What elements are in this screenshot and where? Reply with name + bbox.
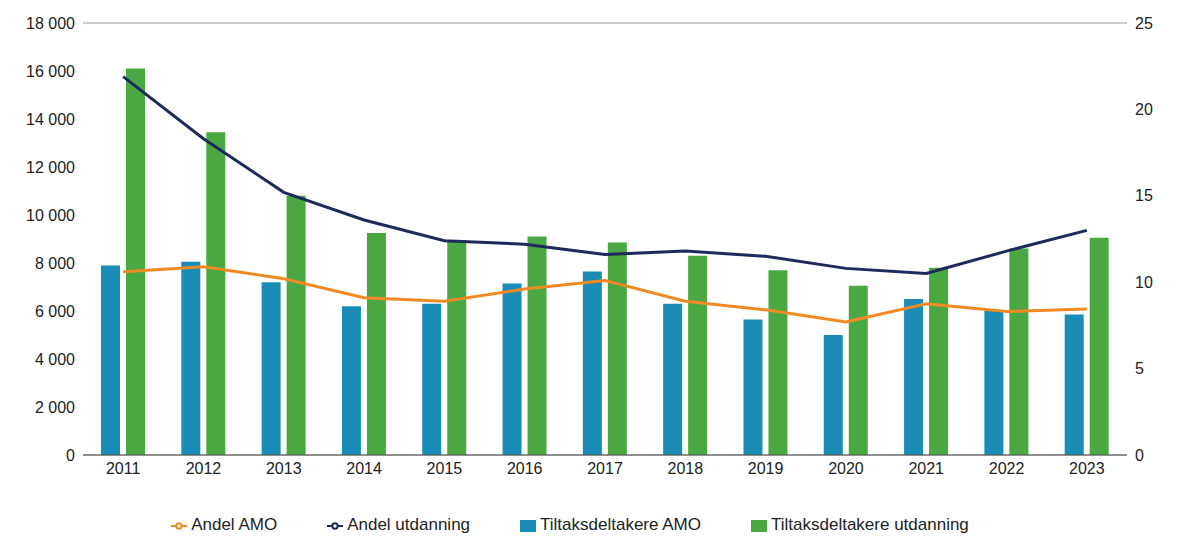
svg-text:2013: 2013 [266,460,302,477]
svg-text:20: 20 [1135,101,1153,118]
svg-text:2023: 2023 [1069,460,1105,477]
html-text:Tiltaksdeltakere AMO: Tiltaksdeltakere AMO [540,515,701,534]
svg-text:2014: 2014 [346,460,382,477]
svg-text:2011: 2011 [106,460,141,477]
svg-text:2012: 2012 [186,460,222,477]
html-text:Andel AMO: Andel AMO [191,515,278,534]
svg-text:2019: 2019 [748,460,784,477]
svg-text:0: 0 [66,447,75,464]
svg-text:2016: 2016 [507,460,543,477]
svg-text:4 000: 4 000 [35,351,75,368]
svg-text:10: 10 [1135,274,1153,291]
svg-text:10 000: 10 000 [26,207,75,224]
svg-text:2017: 2017 [587,460,623,477]
svg-text:5: 5 [1135,360,1144,377]
svg-text:14 000: 14 000 [26,111,75,128]
svg-text:2 000: 2 000 [35,399,75,416]
html-text:Andel utdanning: Andel utdanning [347,515,471,534]
svg-text:25: 25 [1135,15,1153,32]
svg-text:15: 15 [1135,187,1153,204]
svg-text:16 000: 16 000 [26,63,75,80]
svg-text:2015: 2015 [427,460,463,477]
svg-text:2021: 2021 [908,460,944,477]
svg-text:18 000: 18 000 [26,15,75,32]
html-text:Tiltaksdeltakere utdanning: Tiltaksdeltakere utdanning [771,515,969,534]
svg-text:8 000: 8 000 [35,255,75,272]
svg-text:2020: 2020 [828,460,864,477]
svg-text:2022: 2022 [989,460,1025,477]
svg-text:6 000: 6 000 [35,303,75,320]
svg-text:0: 0 [1135,447,1144,464]
svg-text:12 000: 12 000 [26,159,75,176]
svg-text:2018: 2018 [668,460,704,477]
